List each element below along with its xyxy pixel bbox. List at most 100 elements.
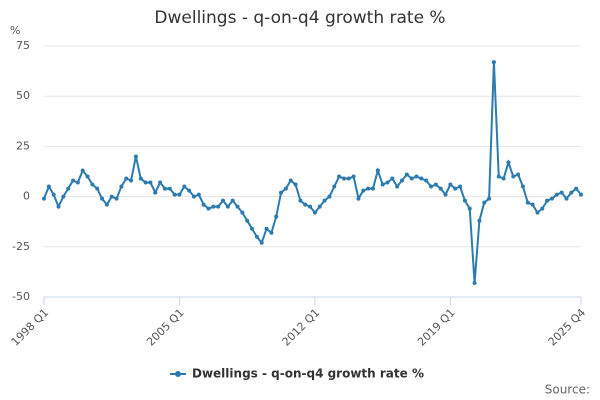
point (211, 204, 216, 209)
point (80, 168, 85, 173)
point (114, 196, 119, 201)
point (143, 180, 148, 185)
point (230, 198, 235, 203)
point (85, 174, 90, 179)
point (129, 178, 134, 183)
point (303, 202, 308, 207)
point (312, 210, 317, 215)
point (438, 186, 443, 191)
point (579, 192, 583, 197)
point (298, 198, 303, 203)
point (250, 226, 255, 231)
point (535, 210, 540, 215)
point (235, 204, 240, 209)
point (366, 186, 371, 191)
point (540, 206, 545, 211)
point (61, 194, 66, 199)
point (138, 176, 143, 181)
point (71, 178, 76, 183)
point (496, 174, 501, 179)
point (400, 178, 404, 183)
point (109, 194, 114, 199)
series-line (43, 62, 582, 284)
point (317, 204, 322, 209)
point (554, 192, 559, 197)
point (443, 192, 448, 197)
point (167, 186, 172, 191)
point (458, 184, 463, 189)
point (66, 186, 71, 191)
point (56, 204, 61, 209)
point (356, 196, 361, 201)
point (46, 184, 51, 189)
point (196, 192, 201, 197)
point (448, 182, 453, 187)
point (564, 196, 569, 201)
point (245, 218, 250, 223)
point (361, 188, 366, 193)
point (104, 202, 109, 207)
point (259, 240, 264, 245)
point (414, 174, 419, 179)
point (153, 190, 158, 195)
point (530, 202, 535, 207)
point (559, 190, 564, 195)
point (390, 176, 395, 181)
point (370, 186, 375, 191)
point (477, 218, 482, 223)
point (148, 180, 153, 185)
point (332, 184, 337, 189)
point (341, 176, 346, 181)
point (95, 186, 100, 191)
point (380, 182, 385, 187)
point (225, 204, 230, 209)
legend-label: Dwellings - q-on-q4 growth rate % (192, 367, 424, 381)
point (525, 200, 530, 205)
chart-title: Dwellings - q-on-q4 growth rate % (154, 8, 445, 28)
y-axis-label: % (10, 24, 20, 37)
point (346, 176, 351, 181)
x-tick-label: 1998 Q1 (9, 306, 52, 349)
point (201, 202, 206, 207)
legend-marker (175, 371, 181, 377)
point (385, 180, 390, 185)
point (516, 172, 521, 177)
point (254, 234, 259, 239)
point (467, 206, 472, 211)
point (42, 196, 46, 201)
point (419, 176, 424, 181)
point (327, 194, 332, 199)
point (472, 280, 477, 285)
y-tick-label: 75 (16, 39, 30, 52)
point (162, 186, 167, 191)
point (501, 176, 506, 181)
point (574, 186, 579, 191)
point (240, 210, 245, 215)
point (491, 60, 496, 65)
point (221, 198, 225, 203)
y-tick-label: 0 (23, 190, 30, 203)
x-tick-label: 2019 Q1 (415, 306, 458, 349)
point (506, 160, 511, 165)
point (424, 178, 429, 183)
source: Source: (545, 383, 590, 397)
point (274, 214, 279, 219)
point (429, 184, 434, 189)
point (308, 204, 313, 209)
point (191, 194, 196, 199)
point (520, 184, 525, 189)
point (487, 196, 492, 201)
point (569, 190, 574, 195)
point (182, 184, 187, 189)
point (288, 178, 293, 183)
point (269, 230, 274, 235)
point (90, 182, 95, 187)
point (293, 182, 298, 187)
point (433, 182, 438, 187)
point (511, 174, 516, 179)
x-tick-label: 2012 Q1 (280, 306, 323, 349)
y-tick-label: -25 (12, 240, 30, 253)
point (51, 192, 56, 197)
point (133, 154, 138, 159)
